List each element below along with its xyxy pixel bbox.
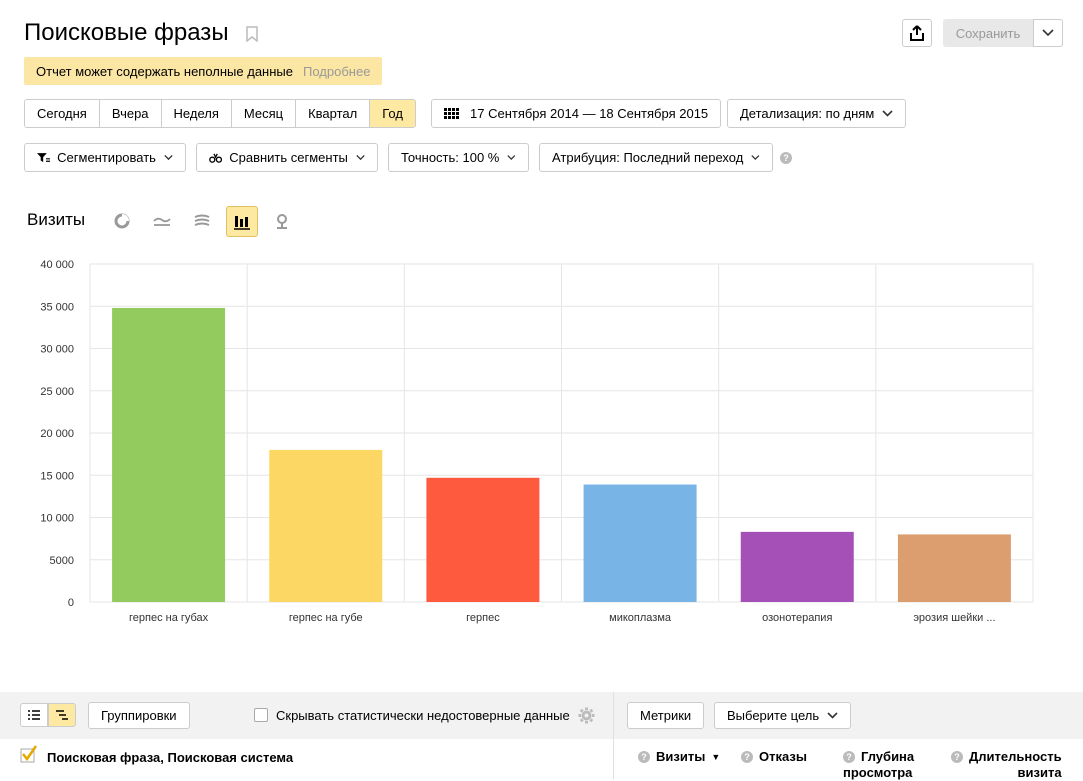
area-chart-icon[interactable] bbox=[189, 208, 215, 234]
upload-icon bbox=[910, 25, 924, 41]
y-tick-label: 35 000 bbox=[40, 301, 74, 313]
y-tick-label: 5000 bbox=[50, 555, 74, 567]
period-tabs: Сегодня Вчера Неделя Месяц Квартал Год bbox=[24, 99, 416, 128]
groupings-button[interactable]: Группировки bbox=[88, 702, 190, 729]
bar bbox=[426, 477, 540, 602]
date-range-picker[interactable]: 17 Сентября 2014 — 18 Сентября 2015 bbox=[431, 99, 722, 128]
pie-chart-icon[interactable] bbox=[109, 208, 135, 234]
duration-header-line-1: Длительность bbox=[969, 749, 1062, 764]
help-icon[interactable]: ? bbox=[951, 751, 963, 763]
depth-column-header[interactable]: ? Глубина просмотра bbox=[843, 749, 914, 781]
chart-metric-title: Визиты bbox=[27, 210, 86, 229]
help-icon[interactable]: ? bbox=[638, 751, 650, 763]
y-tick-label: 25 000 bbox=[40, 386, 74, 398]
bar-chart: 0 5000 10 000 15 000 20 000 25 000 30 000 35 00… bbox=[40, 259, 1034, 624]
duration-column-header[interactable]: ? Длительность визита bbox=[951, 749, 1062, 781]
chevron-down-icon bbox=[356, 154, 365, 161]
bar bbox=[112, 307, 226, 602]
warning-more-link[interactable]: Подробнее bbox=[303, 63, 371, 79]
hide-unreliable-checkbox[interactable] bbox=[254, 708, 268, 722]
segment-label: Сегментировать bbox=[57, 150, 156, 165]
x-tick-label: микоплазма bbox=[609, 612, 672, 624]
attribution-dropdown[interactable]: Атрибуция: Последний переход bbox=[539, 143, 773, 172]
bar bbox=[583, 484, 697, 602]
attribution-label: Атрибуция: Последний переход bbox=[552, 150, 744, 165]
chevron-down-icon bbox=[882, 110, 893, 117]
bar bbox=[897, 534, 1011, 602]
table-header-row bbox=[0, 739, 1083, 779]
calendar-icon bbox=[444, 107, 459, 119]
duration-header-label: Длительность визита bbox=[969, 749, 1062, 781]
x-tick-label: герпес на губах bbox=[129, 612, 209, 624]
y-tick-label: 30 000 bbox=[40, 344, 74, 356]
save-dropdown-button[interactable] bbox=[1033, 19, 1063, 47]
x-tick-label: герпес на губе bbox=[289, 612, 363, 624]
compare-label: Сравнить сегменты bbox=[229, 150, 348, 165]
detail-dropdown[interactable]: Детализация: по дням bbox=[727, 99, 907, 128]
x-tick-label: герпес bbox=[466, 612, 500, 624]
incomplete-data-warning: Отчет может содержать неполные данные По… bbox=[24, 57, 383, 85]
list-view-button[interactable] bbox=[20, 703, 48, 727]
chevron-down-icon bbox=[507, 155, 516, 160]
depth-header-line-2: просмотра bbox=[843, 765, 913, 780]
chevron-down-icon bbox=[827, 712, 838, 719]
metrics-button[interactable]: Метрики bbox=[627, 702, 705, 729]
tab-yesterday[interactable]: Вчера bbox=[99, 100, 162, 127]
dimension-column-header[interactable]: Поисковая фраза, Поисковая система bbox=[47, 750, 294, 765]
goal-dropdown[interactable]: Выберите цель bbox=[714, 702, 852, 729]
list-icon bbox=[28, 710, 40, 720]
compare-icon bbox=[209, 153, 223, 163]
y-tick-label: 0 bbox=[68, 597, 74, 609]
filter-icon bbox=[37, 152, 51, 162]
chevron-down-icon bbox=[751, 155, 760, 160]
x-tick-label: эрозия шейки ... bbox=[913, 612, 995, 624]
visits-column-header[interactable]: ? Визиты ▼ bbox=[638, 749, 720, 764]
duration-header-line-2: визита bbox=[1017, 765, 1062, 780]
attribution-help-icon[interactable]: ? bbox=[780, 152, 792, 164]
map-pin-icon[interactable] bbox=[269, 208, 295, 234]
chevron-down-icon bbox=[164, 154, 173, 161]
depth-header-label: Глубина просмотра bbox=[843, 749, 915, 781]
warning-text: Отчет может содержать неполные данные bbox=[36, 63, 293, 79]
line-chart-icon[interactable] bbox=[149, 208, 175, 234]
tab-year[interactable]: Год bbox=[370, 100, 415, 127]
bar bbox=[740, 531, 854, 602]
bar-chart-icon[interactable] bbox=[226, 206, 258, 237]
goal-label: Выберите цель bbox=[727, 708, 820, 723]
tab-quarter[interactable]: Квартал bbox=[296, 100, 371, 127]
bar bbox=[269, 449, 383, 602]
y-tick-label: 15 000 bbox=[40, 470, 74, 482]
bounces-column-header[interactable]: ? Отказы bbox=[741, 749, 807, 764]
bounces-header-label: Отказы bbox=[759, 749, 807, 764]
tab-month[interactable]: Месяц bbox=[231, 100, 297, 127]
y-tick-label: 40 000 bbox=[40, 259, 74, 271]
tree-view-button[interactable] bbox=[48, 703, 76, 727]
detail-label: Детализация: по дням bbox=[740, 106, 875, 121]
tree-icon bbox=[56, 710, 68, 720]
chevron-down-icon bbox=[1042, 29, 1054, 37]
tab-today[interactable]: Сегодня bbox=[25, 100, 100, 127]
segment-button[interactable]: Сегментировать bbox=[24, 143, 186, 172]
page-title: Поисковые фразы bbox=[24, 19, 229, 46]
tab-week[interactable]: Неделя bbox=[161, 100, 232, 127]
bookmark-icon[interactable] bbox=[246, 26, 258, 43]
dimension-checkbox[interactable] bbox=[20, 745, 38, 766]
date-range-label: 17 Сентября 2014 — 18 Сентября 2015 bbox=[470, 106, 709, 121]
accuracy-dropdown[interactable]: Точность: 100 % bbox=[388, 143, 529, 172]
y-tick-label: 20 000 bbox=[40, 428, 74, 440]
visits-header-label: Визиты bbox=[656, 749, 706, 764]
hide-unreliable-label: Скрывать статистически недостоверные дан… bbox=[276, 708, 570, 723]
column-divider bbox=[613, 692, 614, 779]
help-icon[interactable]: ? bbox=[843, 751, 855, 763]
gear-icon[interactable] bbox=[578, 707, 595, 727]
depth-header-line-1: Глубина bbox=[861, 749, 915, 764]
compare-segments-button[interactable]: Сравнить сегменты bbox=[196, 143, 378, 172]
x-tick-label: озонотерапия bbox=[762, 612, 832, 624]
accuracy-label: Точность: 100 % bbox=[401, 150, 500, 165]
share-button[interactable] bbox=[902, 19, 932, 47]
y-tick-label: 10 000 bbox=[40, 513, 74, 525]
sort-desc-icon: ▼ bbox=[711, 752, 721, 762]
help-icon[interactable]: ? bbox=[741, 751, 753, 763]
save-button[interactable]: Сохранить bbox=[943, 19, 1033, 47]
